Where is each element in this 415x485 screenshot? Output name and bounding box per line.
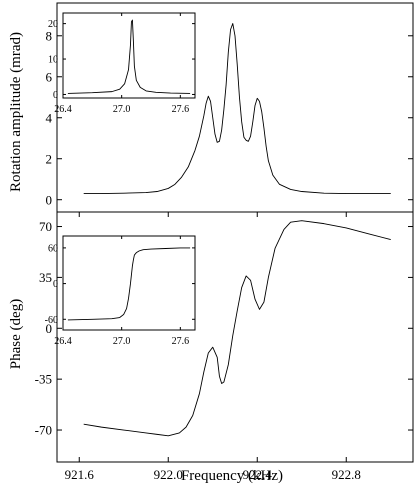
- bottom-x-tick-label: 922.0: [154, 467, 183, 482]
- top-inset-x-tick-label: 26.4: [54, 104, 72, 115]
- top-plot: 0 2 4 6 8: [46, 2, 414, 213]
- bottom-y-tick-label: 70: [39, 219, 52, 234]
- top-series-line: [83, 23, 391, 195]
- top-inset-x-tick-label: 27.0: [113, 104, 131, 115]
- top-inset-y-tick-label: 0: [53, 90, 58, 101]
- top-panel: 0 2 4 6 8 Rotation amplitude (mrad) 0 10 20 26.…: [8, 2, 414, 213]
- bottom-x-tick-label: 921.6: [65, 467, 95, 482]
- bottom-inset-x-tick-label: 26.4: [54, 336, 72, 347]
- bottom-inset-x-tick-label: 27.0: [113, 336, 131, 347]
- bottom-inset-y-tick-label: -60: [45, 315, 58, 326]
- top-inset-x-tick-label: 27.6: [172, 104, 190, 115]
- x-axis-label: Frequency (kHz): [181, 468, 283, 484]
- top-y-tick-label: 4: [46, 110, 53, 125]
- top-inset-plot-frame: [62, 12, 196, 99]
- bottom-series-line: [83, 220, 391, 437]
- bottom-plot-frame: [56, 211, 414, 463]
- bottom-inset-y-tick-label: 0: [53, 279, 58, 290]
- bottom-inset-x-tick-label: 27.6: [172, 336, 190, 347]
- top-inset-plot: 0 10 20 26.4 27.0 27.6: [48, 12, 196, 115]
- top-y-axis-label: Rotation amplitude (mrad): [8, 32, 24, 192]
- top-y-tick-label: 6: [46, 69, 53, 84]
- top-inset-series-line: [67, 19, 191, 94]
- bottom-y-tick-label: -70: [35, 423, 52, 438]
- bottom-y-axis-label: Phase (deg): [8, 299, 24, 369]
- top-y-tick-label: 2: [46, 151, 53, 166]
- bottom-y-tick-label: 0: [46, 321, 53, 336]
- bottom-x-tick-label: 922.4: [243, 467, 273, 482]
- top-y-tick-label: 0: [46, 192, 53, 207]
- bottom-y-tick-label: 35: [39, 270, 52, 285]
- top-y-tick-label: 8: [46, 28, 53, 43]
- bottom-inset-y-tick-label: 60: [48, 243, 58, 254]
- bottom-inset-series-line: [67, 247, 191, 321]
- top-inset-y-tick-label: 20: [48, 19, 58, 30]
- top-inset-y-tick-label: 10: [48, 55, 58, 66]
- bottom-x-tick-label: 922.8: [332, 467, 361, 482]
- bottom-y-tick-label: -35: [35, 372, 52, 387]
- bottom-inset-plot-frame: [62, 235, 196, 331]
